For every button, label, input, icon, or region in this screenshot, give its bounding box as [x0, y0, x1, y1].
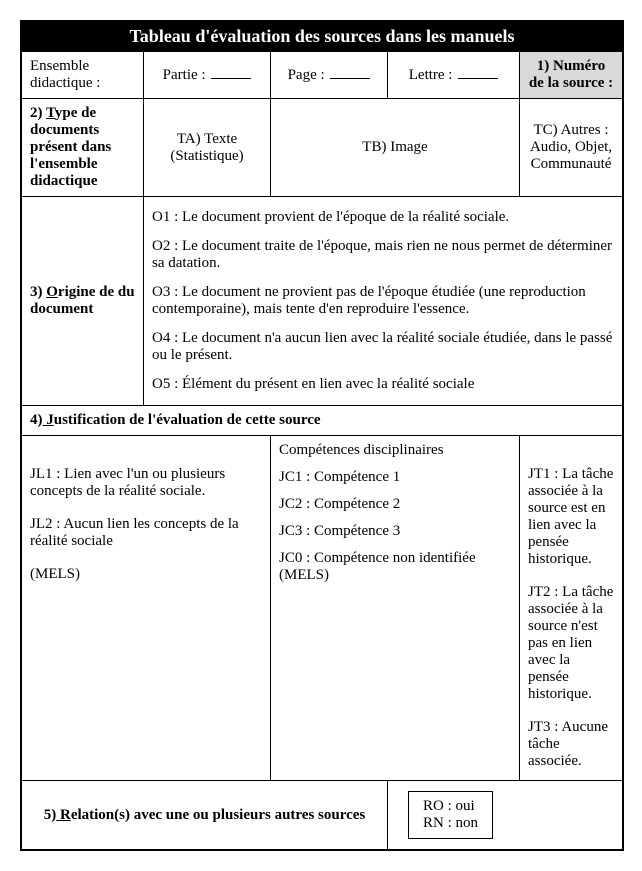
- jt1: JT1 : La tâche associée à la source est …: [528, 466, 614, 568]
- jt2: JT2 : La tâche associée à la source n'es…: [528, 584, 614, 703]
- ro: RO : oui: [423, 798, 478, 815]
- jt3: JT3 : Aucune tâche associée.: [528, 719, 614, 770]
- o3: O3 : Le document ne provient pas de l'ép…: [152, 284, 614, 318]
- justification-label: 4) Justification de l'évaluation de cett…: [22, 406, 623, 436]
- partie-label: Partie :: [163, 67, 206, 83]
- jl1: JL1 : Lien avec l'un ou plusieurs concep…: [30, 466, 262, 500]
- evaluation-table: Tableau d'évaluation des sources dans le…: [20, 20, 624, 851]
- header-title: Tableau d'évaluation des sources dans le…: [22, 22, 623, 52]
- lettre-blank: [458, 78, 498, 79]
- jc0: JC0 : Compétence non identifiée: [279, 550, 511, 567]
- jc3: JC3 : Compétence 3: [279, 523, 511, 540]
- type-documents-label: 2) Type de documents présent dans l'ense…: [22, 99, 144, 197]
- lettre-label: Lettre :: [409, 67, 453, 83]
- o5: O5 : Élément du présent en lien avec la …: [152, 376, 614, 393]
- rn: RN : non: [423, 815, 478, 832]
- o1: O1 : Le document provient de l'époque de…: [152, 209, 614, 226]
- o2: O2 : Le document traite de l'époque, mai…: [152, 238, 614, 272]
- ro-rn-box: RO : oui RN : non: [408, 791, 493, 839]
- tb-image: TB) Image: [271, 99, 520, 197]
- relation-options: RO : oui RN : non: [388, 781, 623, 850]
- jl-column: JL1 : Lien avec l'un ou plusieurs concep…: [22, 436, 271, 781]
- o4: O4 : Le document n'a aucun lien avec la …: [152, 330, 614, 364]
- relation-label: 5) Relation(s) avec une ou plusieurs aut…: [22, 781, 388, 850]
- jt-column: JT1 : La tâche associée à la source est …: [520, 436, 623, 781]
- jc2: JC2 : Compétence 2: [279, 496, 511, 513]
- partie-blank: [211, 78, 251, 79]
- jl-note: (MELS): [30, 566, 262, 583]
- origine-options: O1 : Le document provient de l'époque de…: [144, 197, 623, 406]
- tc-autres: TC) Autres : Audio, Objet, Communauté: [520, 99, 623, 197]
- jc-header: Compétences disciplinaires: [279, 442, 511, 459]
- lettre-field: Lettre :: [388, 52, 520, 99]
- page-label: Page :: [288, 67, 325, 83]
- jl2: JL2 : Aucun lien les concepts de la réal…: [30, 516, 262, 550]
- numero-source: 1) Numéro de la source :: [520, 52, 623, 99]
- origine-label: 3) Origine de du document: [22, 197, 144, 406]
- page-blank: [330, 78, 370, 79]
- jc-column: Compétences disciplinaires JC1 : Compéte…: [271, 436, 520, 781]
- page-field: Page :: [271, 52, 388, 99]
- jc1: JC1 : Compétence 1: [279, 469, 511, 486]
- jc-note: (MELS): [279, 567, 511, 584]
- ta-texte: TA) Texte (Statistique): [144, 99, 271, 197]
- ensemble-didactique: Ensemble didactique :: [22, 52, 144, 99]
- partie-field: Partie :: [144, 52, 271, 99]
